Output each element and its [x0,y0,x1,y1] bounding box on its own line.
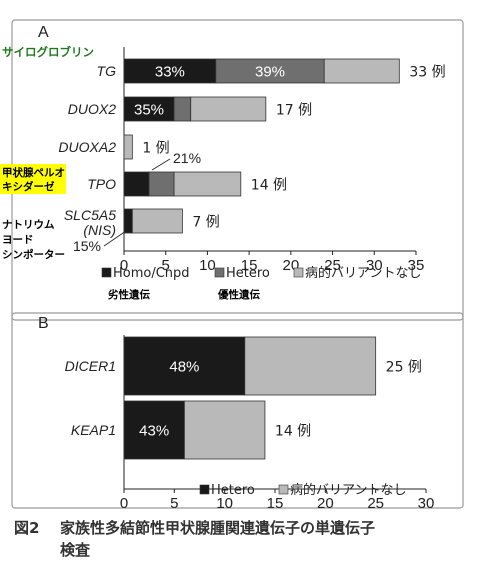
legend-label: Hetero [226,266,270,281]
panel-a-label: A [38,24,49,41]
bar-hetero-tg [215,58,325,84]
total-label: 7 例 [192,215,219,231]
x-tick-label: 30 [418,495,435,512]
panel-b-frame [11,312,464,509]
x-tick-label: 15 [241,257,258,274]
figure-caption: 図2 家族性多結節性甲状腺腫関連遺伝子の単遺伝子 検査 [14,517,474,561]
category-label: DICER1 [65,358,116,374]
bar--duoxa2 [123,134,133,160]
legend-swatch-hetero [199,484,210,495]
x-tick-label: 15 [267,495,284,512]
x-tick-label: 35 [408,257,425,274]
caption-line2: 検査 [60,541,91,559]
total-label: 33 例 [409,65,445,81]
category-label-sub: (NIS) [83,222,116,238]
caption-line1: 家族性多結節性甲状腺腫関連遺伝子の単遺伝子 [60,519,376,537]
total-label: 25 例 [386,360,422,376]
bar--dicer1 [244,336,377,396]
bar-homo-cnpd-tpo [123,171,150,197]
total-label: 14 例 [275,424,311,440]
legend-label: 病的バリアントなし [290,482,406,498]
category-label: SLC5A5 [64,207,116,223]
x-tick-label: 25 [367,495,384,512]
annotation-nis-line1: ナトリウム [2,219,55,231]
category-label: TPO [87,176,116,192]
x-tick-label: 10 [199,257,216,274]
total-label: 14 例 [251,178,287,194]
annotation-tpo-line1: 甲状腺ペルオ [2,166,65,179]
annotation-tpo-line2: キシダーゼ [2,180,55,193]
category-label: DUOX2 [68,101,116,117]
annotation-dominant: 優性遺伝 [217,288,260,301]
bar--tg [323,58,400,84]
legend-label: Homo/Cnpd [113,266,190,281]
segment-label: 39% [255,64,285,81]
x-tick-label: 0 [120,257,128,274]
total-label: 17 例 [276,103,312,119]
x-tick-label: 30 [366,257,383,274]
category-label: TG [97,63,117,79]
outside-percent-label: 21% [173,150,201,166]
x-tick-label: 25 [324,257,341,274]
panel-b-label: B [38,315,49,332]
panel-b-plot: 0 5 10 15 20 25 30 48% 25 例 DICER1 43% 14 例 KEAP1 Het… [65,335,435,512]
bar--keap1 [183,400,266,460]
x-tick-label: 0 [120,495,128,512]
annotation-recessive: 劣性遺伝 [108,288,150,301]
annotation-tpo-highlight [0,164,66,194]
legend-swatch- [278,484,289,495]
bar-hetero-keap1 [123,400,185,460]
bar-hetero-duox2 [173,96,192,122]
segment-label: 35% [134,102,164,119]
annotation-nis-line3: シンポーター [2,248,65,261]
leader-line [151,158,171,171]
x-tick-label: 20 [317,495,334,512]
segment-label: 33% [155,64,185,81]
bar-homo-cnpd-slc5a5-nis [123,208,133,234]
x-tick-label: 5 [170,495,178,512]
outside-percent-label: 15% [73,238,101,254]
bar-homo-cnpd-tg [123,58,217,84]
caption-number: 図2 [14,519,40,537]
bar--slc5a5-nis [131,208,183,234]
bar-hetero-tpo [148,171,175,197]
total-label: 1 例 [142,141,169,157]
category-label: DUOXA2 [58,139,116,155]
annotation-thyroglobulin: サイログロブリン [2,45,94,59]
segment-label: 48% [169,359,199,376]
x-tick-label: 10 [216,495,233,512]
legend-swatch-homo-cnpd [101,267,112,278]
legend-label: 病的バリアントなし [305,265,421,281]
bar--tpo [173,171,242,197]
bar--duox2 [190,96,267,122]
x-tick-label: 5 [162,257,170,274]
legend-swatch- [293,267,304,278]
legend-swatch-hetero [214,267,225,278]
category-label: KEAP1 [71,422,116,438]
segment-label: 43% [139,423,169,440]
leader-line [103,230,127,247]
legend-label: Hetero [211,483,255,498]
bar-hetero-dicer1 [123,336,246,396]
annotation-nis-line2: ヨード [2,234,34,246]
